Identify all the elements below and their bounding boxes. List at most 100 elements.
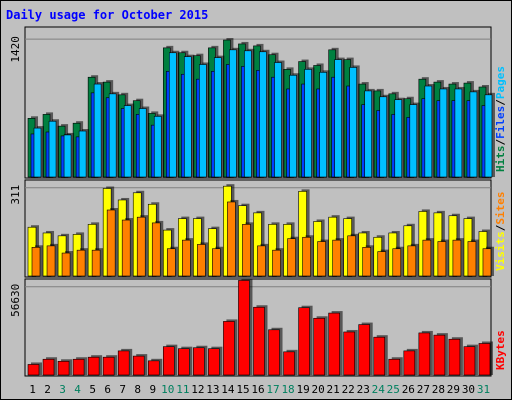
bar-sites-day-20 [317, 241, 326, 277]
bar-kbytes-day-31 [478, 343, 491, 376]
legend-kbytes: KBytes [494, 330, 507, 370]
bar-kbytes-day-17 [268, 329, 280, 376]
x-tick-label-day-29: 29 [447, 383, 460, 396]
bar-kbytes-day-3 [57, 360, 70, 376]
bar-sites-day-14 [227, 201, 236, 277]
bar-sites-day-16 [257, 245, 266, 277]
bar-pages-day-18 [289, 74, 297, 178]
bar-sites-day-21 [332, 239, 341, 277]
bar-sites-day-9 [151, 222, 161, 277]
x-tick-label-day-14: 14 [221, 383, 235, 396]
x-tick-label-day-7: 7 [119, 383, 126, 396]
x-tick-label-day-5: 5 [89, 383, 96, 396]
x-tick-label-day-28: 28 [432, 383, 445, 396]
bar-sites-day-6 [106, 209, 116, 277]
x-tick-label-day-17: 17 [266, 383, 279, 396]
bar-pages-day-4 [78, 130, 87, 178]
bar-pages-day-14 [229, 49, 237, 178]
legend-visits-sites: Visits/Sites [494, 192, 507, 272]
bar-sites-day-25 [392, 248, 402, 277]
bar-sites-day-15 [242, 224, 251, 277]
bar-kbytes-day-11 [178, 348, 190, 376]
bar-pages-day-16 [259, 51, 267, 178]
bar-pages-day-7 [123, 105, 132, 178]
legend-entry-2: Files [494, 106, 507, 139]
bar-kbytes-day-12 [193, 347, 205, 376]
panel-visits-sites: 311 Visits/Sites [9, 179, 507, 278]
bar-sites-day-18 [287, 238, 296, 277]
bar-sites-day-17 [272, 249, 281, 277]
bar-pages-day-17 [274, 62, 282, 178]
bar-kbytes-day-9 [147, 360, 160, 376]
legend-hits-files-pages: Hits/Files/Pages [494, 66, 507, 172]
x-tick-label-day-16: 16 [251, 383, 264, 396]
bar-kbytes-day-18 [283, 351, 295, 376]
x-tick-label-day-19: 19 [296, 383, 309, 396]
bar-sites-day-1 [31, 247, 41, 277]
bar-kbytes-day-5 [87, 356, 100, 376]
x-tick-label-day-26: 26 [402, 383, 415, 396]
x-tick-label-day-8: 8 [134, 383, 141, 396]
x-tick-label-day-11: 11 [176, 383, 189, 396]
bar-pages-day-6 [108, 93, 117, 178]
bar-pages-day-2 [48, 120, 57, 178]
bar-kbytes-day-26 [403, 350, 416, 376]
bar-pages-day-19 [304, 69, 312, 178]
bar-kbytes-day-25 [388, 358, 401, 376]
bar-kbytes-day-2 [42, 358, 55, 376]
bar-pages-day-21 [334, 59, 342, 178]
bar-kbytes-day-15 [238, 280, 250, 376]
bar-pages-day-26 [409, 104, 418, 178]
bar-sites-day-7 [121, 219, 131, 277]
bar-pages-day-20 [319, 72, 327, 178]
bar-pages-day-1 [33, 127, 42, 178]
bar-kbytes-day-1 [27, 364, 40, 376]
bar-kbytes-day-21 [328, 312, 340, 376]
bar-sites-day-10 [166, 248, 176, 277]
bar-kbytes-day-20 [313, 317, 325, 376]
legend-entry-1: / [494, 139, 507, 146]
bar-sites-day-26 [407, 245, 417, 277]
x-tick-label-day-13: 13 [206, 383, 219, 396]
bar-sites-day-19 [302, 236, 311, 277]
bar-pages-day-15 [244, 50, 252, 178]
x-tick-label-day-6: 6 [104, 383, 111, 396]
bar-pages-day-24 [379, 96, 388, 178]
x-tick-label-day-23: 23 [357, 383, 370, 396]
bar-pages-day-8 [138, 108, 147, 178]
bar-sites-day-3 [61, 252, 71, 277]
bar-kbytes-day-24 [373, 336, 386, 376]
bar-pages-day-30 [469, 91, 478, 178]
x-tick-label-day-27: 27 [417, 383, 430, 396]
legend-entry-0: Hits [494, 146, 507, 173]
bar-pages-day-3 [63, 134, 72, 178]
panel-kbytes: 56630 KBytes [9, 278, 507, 377]
chart-title: Daily usage for October 2015 [6, 8, 208, 22]
bar-kbytes-day-8 [132, 355, 145, 376]
bar-pages-day-9 [153, 116, 162, 178]
bar-sites-day-28 [437, 241, 447, 277]
bar-sites-day-4 [76, 249, 86, 277]
x-tick-label-day-10: 10 [161, 383, 174, 396]
x-tick-label-day-20: 20 [312, 383, 325, 396]
bar-kbytes-day-23 [358, 324, 371, 376]
y-max-label: 1420 [9, 36, 22, 63]
bar-kbytes-day-10 [162, 346, 175, 376]
legend-entry-4: Pages [494, 66, 507, 99]
x-tick-label-day-1: 1 [29, 383, 36, 396]
bar-pages-day-11 [184, 56, 192, 178]
bar-kbytes-day-14 [223, 321, 235, 376]
x-tick-label-day-30: 30 [462, 383, 475, 396]
bar-sites-day-31 [482, 248, 492, 277]
bar-kbytes-day-27 [418, 332, 431, 376]
x-tick-label-day-25: 25 [387, 383, 400, 396]
legend-entry-0: KBytes [494, 330, 507, 370]
bar-sites-day-27 [422, 239, 432, 277]
x-tick-label-day-4: 4 [74, 383, 81, 396]
bar-pages-day-27 [424, 85, 433, 178]
bar-sites-day-11 [182, 239, 191, 277]
legend-entry-2: Sites [494, 192, 507, 225]
bar-sites-day-29 [452, 239, 462, 277]
